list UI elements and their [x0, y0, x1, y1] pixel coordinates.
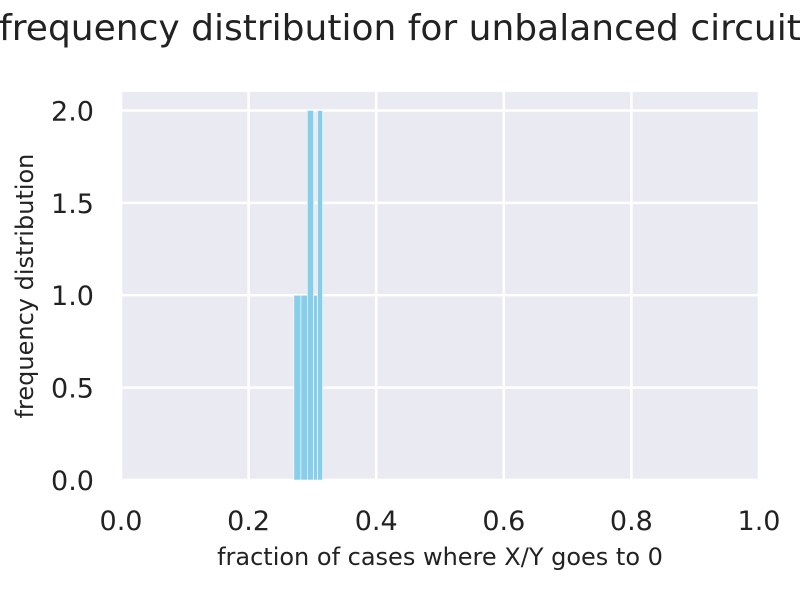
- y-tick-label: 1.0: [51, 281, 94, 312]
- plot-area: [121, 92, 759, 480]
- x-tick-label: 0.6: [482, 506, 525, 537]
- histogram-bar: [306, 110, 314, 481]
- x-tick-label: 0.8: [610, 506, 653, 537]
- x-tick-label: 0.2: [227, 506, 270, 537]
- x-tick-label: 0.4: [355, 506, 398, 537]
- histogram-bar: [317, 110, 323, 481]
- histogram-bar: [313, 294, 318, 481]
- chart-title: frequency distribution for unbalanced ci…: [0, 8, 800, 49]
- y-tick-label: 1.5: [51, 189, 94, 220]
- y-tick-label: 0.5: [51, 374, 94, 405]
- x-tick-label: 1.0: [738, 506, 781, 537]
- y-tick-label: 0.0: [51, 466, 94, 497]
- grid-lines: [119, 92, 761, 482]
- histogram-bar: [300, 294, 308, 481]
- x-tick-label: 0.0: [100, 506, 143, 537]
- x-tick-labels: 0.0 0.2 0.4 0.6 0.8 1.0: [100, 506, 781, 537]
- y-axis-label: frequency distribution: [11, 154, 39, 419]
- y-tick-label: 2.0: [51, 96, 94, 127]
- x-axis-label: fraction of cases where X/Y goes to 0: [217, 543, 663, 571]
- y-tick-labels: 0.0 0.5 1.0 1.5 2.0: [51, 96, 94, 497]
- histogram-bar: [293, 294, 302, 481]
- histogram-bars: [293, 110, 323, 481]
